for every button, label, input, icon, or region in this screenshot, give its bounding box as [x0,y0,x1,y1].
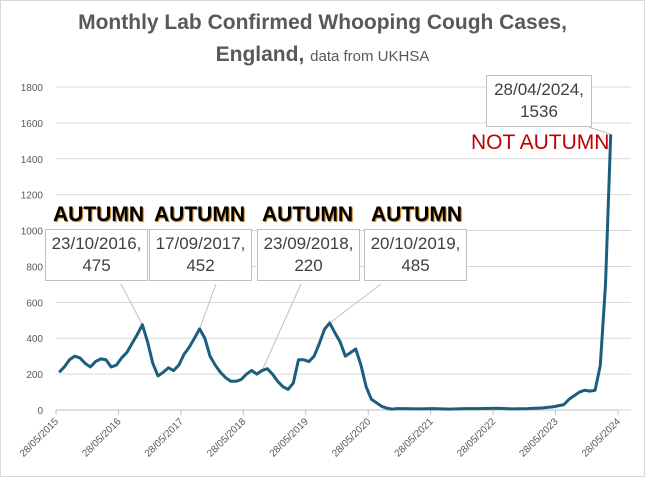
callout-leader-line [199,283,217,330]
annotation-label-1: AUTUMN [53,203,144,226]
y-tick-label: 400 [26,334,43,345]
annotation-label-4: AUTUMN [371,203,462,226]
callout-leader-line [261,283,302,371]
callout-value: 220 [294,256,323,275]
callout-value: 1536 [520,102,558,121]
x-tick-label: 28/05/2020 [330,416,373,459]
x-tick-label: 28/05/2024 [580,416,623,459]
chart-title: Monthly Lab Confirmed Whooping Cough Cas… [78,11,567,34]
x-tick-label: 28/05/2018 [205,416,248,459]
callout-date: 23/09/2018, [263,234,354,253]
callout-date: 20/10/2019, [370,234,461,253]
data-callout-3: 23/09/2018, 220 [257,229,360,281]
y-tick-label: 1000 [21,227,44,238]
callout-date: 17/09/2017, [155,234,246,253]
chart-title-line2: England, data from UKHSA [1,43,644,67]
annotation-label-2: AUTUMN [154,203,245,226]
data-callout-4: 20/10/2019, 485 [364,229,467,281]
x-tick-label: 28/05/2023 [517,416,560,459]
y-tick-label: 1400 [21,155,44,166]
x-tick-label: 28/05/2021 [393,416,436,459]
callout-leader-line [588,126,611,135]
annotation-label-3: AUTUMN [262,203,353,226]
y-tick-label: 600 [26,298,43,309]
x-tick-label: 28/05/2019 [268,416,311,459]
callout-leader-line [120,283,143,325]
callout-leader-line [329,283,382,324]
y-tick-label: 1800 [21,83,44,94]
x-tick-label: 28/05/2015 [18,416,61,459]
callout-value: 475 [82,256,111,275]
chart-title-england: England, [215,43,305,66]
callout-value: 485 [401,256,430,275]
x-tick-label: 28/05/2022 [455,416,498,459]
data-callout-1: 23/10/2016, 475 [45,229,148,281]
data-callout-5: 28/04/2024, 1536 [486,75,592,127]
y-tick-label: 800 [26,262,43,273]
y-tick-label: 1200 [21,191,44,202]
x-tick-label: 28/05/2016 [80,416,123,459]
y-tick-label: 200 [26,370,43,381]
data-callout-2: 17/09/2017, 452 [149,229,252,281]
callout-value: 452 [186,256,215,275]
callout-date: 28/04/2024, [494,80,584,99]
y-tick-label: 1600 [21,119,44,130]
callout-date: 23/10/2016, [51,234,142,253]
chart-subtitle: data from UKHSA [310,48,430,65]
annotation-label-5: NOT AUTUMN [471,131,610,154]
y-tick-label: 0 [37,406,43,417]
x-tick-label: 28/05/2017 [143,416,186,459]
